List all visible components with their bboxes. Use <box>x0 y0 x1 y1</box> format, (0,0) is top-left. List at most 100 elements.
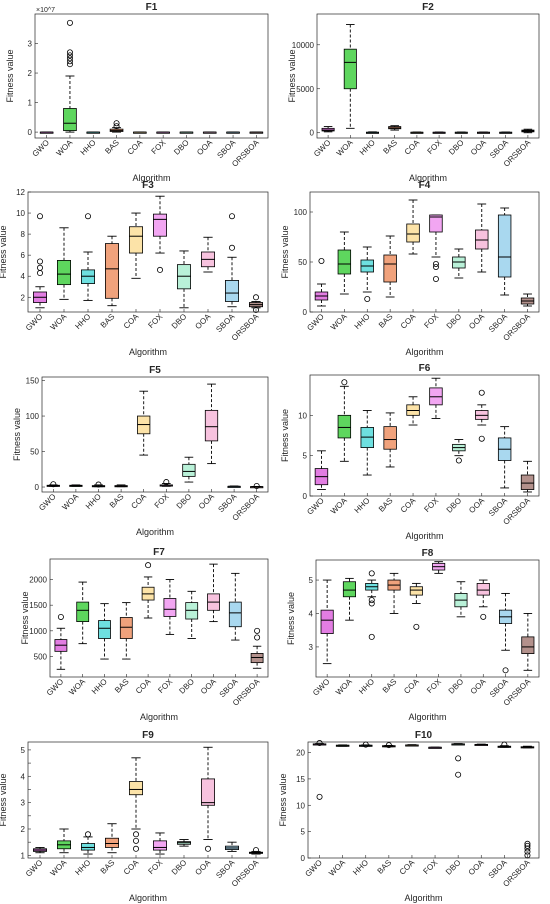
box-fox: FOX <box>426 131 446 156</box>
box-iqr <box>98 620 111 639</box>
outlier-point <box>368 570 375 577</box>
outlier-point <box>37 264 44 271</box>
box-dbo: DBO <box>172 131 194 157</box>
box-hho: HHO <box>73 213 96 331</box>
outlier-point <box>478 435 485 442</box>
x-tick-label: WOA <box>329 496 349 516</box>
box-woa: WOA <box>329 231 352 332</box>
x-tick-label: GWO <box>37 492 58 513</box>
x-axis-label: Algorithm <box>405 347 443 357</box>
box-sboa: SBOA <box>488 592 513 699</box>
x-tick-label: FOX <box>422 312 440 330</box>
outlier-point <box>455 457 462 464</box>
box-fox: FOX <box>146 195 167 330</box>
box-bas: BAS <box>99 235 120 330</box>
box-hho: HHO <box>79 131 101 157</box>
y-tick-label: 1000 <box>29 627 47 636</box>
x-tick-label: BAS <box>108 492 126 510</box>
y-axis-label: Fitness value <box>280 225 290 278</box>
outlier-point <box>364 295 371 302</box>
y-tick-label: 5 <box>303 452 308 461</box>
outlier-point <box>432 260 439 267</box>
outlier-point <box>524 840 531 847</box>
box-bas: BAS <box>377 235 397 330</box>
x-tick-label: DBO <box>445 312 464 331</box>
outlier-point <box>132 831 139 838</box>
axes-frame <box>316 13 540 139</box>
box-iqr <box>163 598 177 617</box>
box-iqr <box>81 269 96 284</box>
x-tick-label: COA <box>399 496 418 515</box>
outlier-point <box>228 244 235 251</box>
box-iqr <box>200 778 215 806</box>
x-tick-label: DBO <box>177 677 196 696</box>
x-tick-label: OOA <box>469 677 488 696</box>
outlier-point <box>432 275 439 282</box>
box-coa: COA <box>402 582 423 696</box>
x-tick-label: COA <box>134 677 153 696</box>
box-fox: FOX <box>156 579 177 695</box>
x-tick-label: FOX <box>150 138 168 156</box>
box-woa: WOA <box>67 581 90 697</box>
box-bas: BAS <box>377 412 397 514</box>
axes-frame <box>309 374 540 497</box>
box-iqr <box>63 108 77 132</box>
box-coa: COA <box>398 744 419 877</box>
box-dbo: DBO <box>175 456 196 511</box>
outlier-point <box>57 613 64 620</box>
x-tick-label: COA <box>122 858 141 877</box>
panel-f6: F6 0 5 10 Fitness value GWO WOA HHO BAS COA FOX DBO… <box>280 363 540 541</box>
outlier-point <box>37 258 44 265</box>
box-coa: COA <box>399 396 420 515</box>
outlier-point <box>50 481 57 488</box>
box-bas: BAS <box>113 602 133 695</box>
x-tick-label: BAS <box>381 677 399 695</box>
box-woa: WOA <box>49 227 72 332</box>
box-hho: HHO <box>351 741 373 877</box>
outlier-point <box>85 213 92 220</box>
x-tick-label: HHO <box>353 312 372 331</box>
x-tick-label: BAS <box>99 312 117 330</box>
box-ooa: OOA <box>199 563 220 696</box>
panel-f9: F9 1 2 3 4 5 Fitness value GWO WOA HHO BAS COA FOX DB… <box>0 730 269 903</box>
outlier-point <box>385 742 392 749</box>
box-dbo: DBO <box>447 131 468 157</box>
box-sboa: SBOA <box>487 741 512 880</box>
box-gwo: GWO <box>37 481 60 513</box>
box-iqr <box>119 617 133 639</box>
x-tick-label: FOX <box>426 138 444 156</box>
box-iqr <box>76 601 90 622</box>
x-tick-label: HHO <box>353 496 372 515</box>
y-tick-label: 1 <box>21 851 26 860</box>
y-tick-label: 1 <box>28 99 33 108</box>
box-iqr <box>343 48 357 90</box>
outlier-point <box>413 623 420 630</box>
outlier-point <box>524 842 531 849</box>
panel-title: F4 <box>419 180 431 191</box>
box-iqr <box>406 223 420 243</box>
box-iqr <box>342 581 356 598</box>
outlier-point <box>132 845 139 852</box>
box-bas: BAS <box>381 125 402 156</box>
x-tick-label: OOA <box>199 677 218 696</box>
box-iqr <box>224 280 239 302</box>
y-tick-label: 3 <box>28 40 33 49</box>
x-tick-label: DBO <box>170 858 189 877</box>
box-ooa: OOA <box>193 746 215 877</box>
x-tick-label: GWO <box>305 496 326 517</box>
box-ooa: OOA <box>469 579 490 696</box>
box-iqr <box>128 781 143 796</box>
x-tick-label: DBO <box>175 492 194 511</box>
x-tick-label: OOA <box>469 138 488 157</box>
x-tick-label: OOA <box>193 858 212 877</box>
outlier-point <box>501 741 508 748</box>
box-iqr <box>128 226 143 254</box>
box-fox: FOX <box>150 131 170 156</box>
box-gwo: GWO <box>24 213 48 333</box>
x-tick-label: OOA <box>467 496 486 515</box>
y-tick-label: 5 <box>301 828 306 837</box>
box-hho: HHO <box>358 131 380 157</box>
axes-frame <box>307 741 540 859</box>
